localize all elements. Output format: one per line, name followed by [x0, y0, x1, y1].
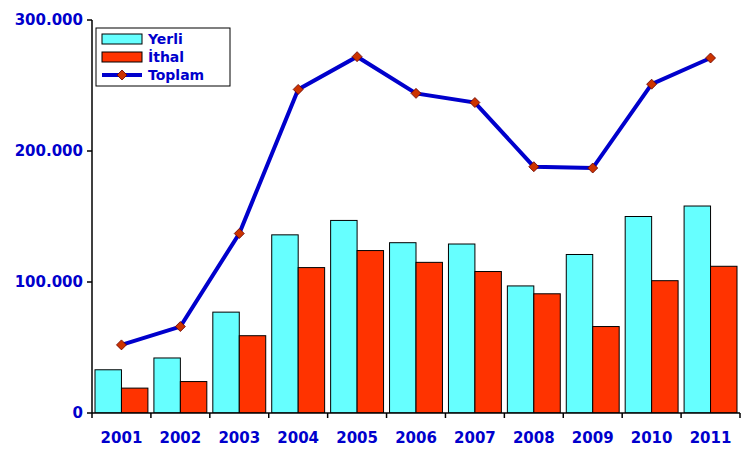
bar	[566, 254, 592, 413]
bar	[357, 251, 383, 413]
line	[121, 57, 710, 345]
x-tick	[150, 413, 152, 418]
x-tick-label: 2003	[218, 429, 260, 447]
x-tick	[268, 413, 270, 418]
bar	[331, 220, 357, 413]
marks	[95, 52, 737, 413]
y-axis	[91, 20, 93, 413]
marker	[647, 79, 657, 89]
bar	[95, 370, 121, 413]
x-tick	[563, 413, 565, 418]
bar	[390, 243, 416, 413]
bar	[180, 382, 206, 413]
bar	[239, 336, 265, 413]
x-tick	[621, 413, 623, 418]
bar	[416, 262, 442, 413]
bar	[507, 286, 533, 413]
x-tick-label: 2006	[395, 429, 437, 447]
x-tick-label: 2005	[336, 429, 378, 447]
bar	[448, 244, 474, 413]
bar	[475, 272, 501, 413]
x-tick-label: 2010	[631, 429, 673, 447]
x-tick-label: 2008	[513, 429, 555, 447]
y-tick-label: 0	[73, 404, 83, 422]
x-tick-label: 2002	[159, 429, 201, 447]
y-tick-label: 300.000	[15, 11, 83, 29]
legend-swatch	[102, 34, 142, 44]
legend-box	[96, 28, 230, 86]
marker	[175, 322, 185, 332]
x-tick	[680, 413, 682, 418]
bar	[625, 217, 651, 414]
y-tick-label: 100.000	[15, 273, 83, 291]
legend: Yerli İthal Toplam	[96, 28, 230, 86]
bar	[154, 358, 180, 413]
x-tick	[445, 413, 447, 418]
x-tick-label: 2011	[690, 429, 732, 447]
bar	[121, 388, 147, 413]
marker	[588, 163, 598, 173]
bar	[534, 294, 560, 413]
bar	[593, 327, 619, 413]
bar	[272, 235, 298, 413]
legend-marker	[117, 70, 127, 80]
x-tick-label: 2007	[454, 429, 496, 447]
y-tick	[87, 150, 92, 152]
bar	[213, 312, 239, 413]
marker	[411, 88, 421, 98]
legend-label: Toplam	[148, 67, 204, 83]
y-tick	[87, 19, 92, 21]
legend-label: Yerli	[147, 31, 183, 47]
x-tick	[209, 413, 211, 418]
x-tick	[386, 413, 388, 418]
x-tick-label: 2001	[101, 429, 143, 447]
x-axis	[92, 412, 740, 414]
y-tick	[87, 281, 92, 283]
bar	[684, 206, 710, 413]
x-tick	[504, 413, 506, 418]
y-tick-label: 200.000	[15, 142, 83, 160]
marker	[234, 229, 244, 239]
marker	[352, 52, 362, 62]
x-tick	[739, 413, 741, 418]
marker	[470, 98, 480, 108]
marker	[529, 162, 539, 172]
marker	[116, 340, 126, 350]
marker	[706, 53, 716, 63]
x-tick	[327, 413, 329, 418]
legend-swatch	[102, 52, 142, 62]
x-tick-label: 2004	[277, 429, 319, 447]
legend-label: İthal	[148, 49, 184, 65]
x-tick-label: 2009	[572, 429, 614, 447]
bar	[711, 266, 737, 413]
bar	[298, 268, 324, 413]
marker	[293, 84, 303, 94]
x-tick	[91, 413, 93, 418]
bar	[652, 281, 678, 413]
chart: 0 100.000 200.000 300.000 2001 2002 2003 2004 20…	[0, 0, 750, 455]
